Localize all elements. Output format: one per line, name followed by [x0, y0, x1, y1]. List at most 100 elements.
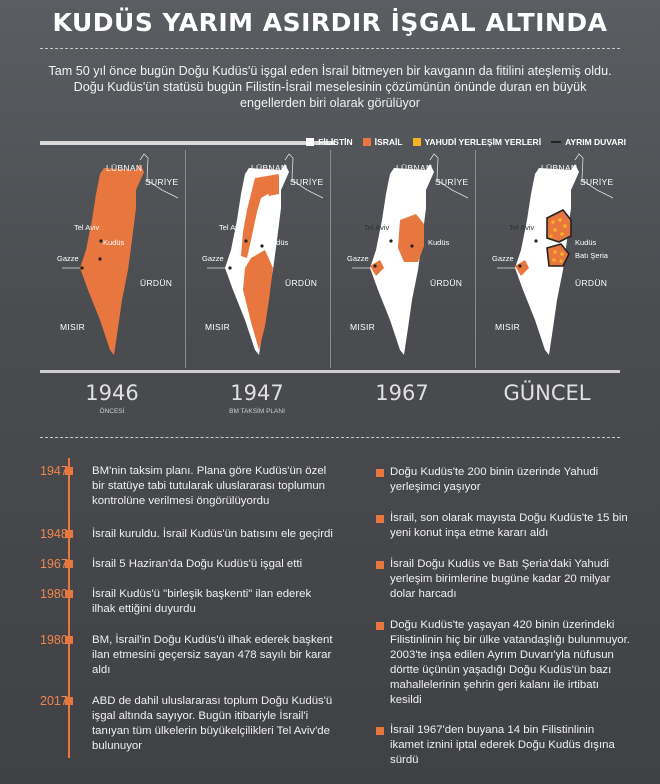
fact-text: İsrail Doğu Kudüs ve Batı Şeria'daki Yah…: [390, 558, 611, 600]
intro-text: Tam 50 yıl önce bugün Doğu Kudüs'ü işgal…: [48, 64, 612, 110]
legend-label: İSRAİL: [374, 137, 403, 147]
israil-region: [241, 174, 279, 258]
fact-text: İsrail, son olarak mayısta Doğu Kudüs'te…: [390, 512, 628, 539]
label-gazze: Gazze: [202, 254, 224, 263]
timeline-text: BM'nin taksim planı. Plana göre Kudüs'ün…: [92, 465, 327, 507]
timeline-text: İsrail Kudüs'ü "birleşik başkenti" ilan …: [92, 588, 312, 615]
yerlesim-dots: [549, 218, 567, 263]
year-label: 1946: [85, 381, 139, 405]
fact-bullet: [376, 469, 384, 477]
label-gazze: Gazze: [347, 254, 369, 263]
label-telaviv: Tel Aviv: [74, 223, 100, 232]
timeline-marker: [65, 467, 73, 475]
label-misir: MISIR: [350, 322, 376, 332]
timeline-text: İsrail kuruldu. İsrail Kudüs'ün batısını…: [92, 528, 333, 540]
legend-label: AYRIM DUVARI: [565, 137, 626, 147]
timeline-marker: [65, 636, 73, 644]
gaza-region: [370, 260, 384, 276]
label-lubnan: LÜBNAN: [541, 163, 578, 173]
fact-text: İsrail 1967'den buyana 14 bin Filistinli…: [390, 724, 615, 766]
year-subtitle: BM TAKSİM PLANI: [229, 408, 285, 415]
map-1946-graphic: [62, 153, 179, 355]
fact-bullet: [376, 561, 384, 569]
legend-swatch-filistin: [306, 138, 315, 146]
maps-baseline: [40, 370, 620, 373]
legend-swatch-yerlesim: [412, 138, 421, 146]
label-suriye: SURİYE: [580, 177, 614, 187]
label-telaviv: Tel Aviv: [509, 223, 535, 232]
map-1947-graphic: [207, 153, 324, 355]
label-kudus: Kudüs: [575, 238, 597, 247]
legend-label: YAHUDİ YERLEŞİM YERLERİ: [424, 137, 542, 147]
timeline-year: 1967: [40, 557, 68, 571]
map-1946: LÜBNAN SURİYE Tel Aviv Kudüs Gazze ÜRDÜN…: [40, 150, 184, 368]
timeline-year: 2017: [40, 694, 68, 708]
year-label: 1947: [230, 381, 284, 405]
label-gazze: Gazze: [57, 254, 79, 263]
label-urdun: ÜRDÜN: [430, 278, 463, 288]
label-suriye: SURİYE: [435, 177, 469, 187]
timeline-marker: [65, 590, 73, 598]
legend-yerlesim: YAHUDİ YERLEŞİM YERLERİ: [412, 137, 542, 147]
page-title: KUDÜS YARIM ASIRDIR İŞGAL ALTINDA: [52, 8, 608, 37]
timeline-year: 1948: [40, 527, 68, 541]
filistin-region: [515, 164, 579, 355]
label-lubnan: LÜBNAN: [106, 163, 143, 173]
timeline-marker: [65, 560, 73, 568]
label-batiseria: Batı Şeria: [575, 251, 608, 260]
map-separator: [185, 150, 186, 368]
map-1947: LÜBNAN SURİYE Tel Aviv Kudüs Gazze ÜRDÜN…: [185, 150, 329, 368]
label-kudus: Kudüs: [428, 238, 450, 247]
map-separator: [475, 150, 476, 368]
label-suriye: SURİYE: [145, 177, 179, 187]
label-urdun: ÜRDÜN: [285, 278, 318, 288]
label-urdun: ÜRDÜN: [575, 278, 608, 288]
label-gazze: Gazze: [492, 254, 514, 263]
maps-panel: LÜBNAN SURİYE Tel Aviv Kudüs Gazze ÜRDÜN…: [40, 150, 620, 368]
label-misir: MISIR: [495, 322, 521, 332]
fact-bullet: [376, 622, 384, 630]
legend-duvar: AYRIM DUVARI: [551, 137, 626, 147]
header-bar: [40, 141, 335, 145]
fact-bullet: [376, 727, 384, 735]
label-suriye: SURİYE: [290, 177, 324, 187]
legend-swatch-israil: [362, 138, 371, 146]
timeline-year: 1947: [40, 464, 68, 478]
israil-region: [80, 164, 144, 355]
year-label: GÜNCEL: [503, 381, 591, 405]
label-telaviv: Tel Aviv: [219, 223, 245, 232]
label-kudus: Kudüs: [267, 238, 289, 247]
westbank-region: [398, 214, 424, 262]
fact-text: Doğu Kudüs'te yaşayan 420 binin üzerinde…: [390, 619, 630, 706]
section-divider: [40, 437, 620, 438]
label-misir: MISIR: [205, 322, 231, 332]
title-divider: [40, 48, 620, 49]
map-legend: FİLİSTİN İSRAİL YAHUDİ YERLEŞİM YERLERİ …: [306, 137, 626, 147]
legend-swatch-duvar: [551, 141, 562, 143]
map-1967: LÜBNAN SURİYE Tel Aviv Kudüs Gazze ÜRDÜN…: [330, 150, 474, 368]
timeline-marker: [65, 530, 73, 538]
legend-label: FİLİSTİN: [318, 137, 353, 147]
timeline-year: 1980: [40, 587, 68, 601]
timeline-marker: [65, 697, 73, 705]
gaza-region: [515, 260, 529, 276]
legend-israil: İSRAİL: [362, 137, 403, 147]
fact-text: Doğu Kudüs'te 200 binin üzerinde Yahudi …: [390, 466, 599, 493]
westbank-north: [546, 208, 572, 243]
label-kudus: Kudüs: [103, 238, 125, 247]
timeline-text: BM, İsrail'in Doğu Kudüs'ü ilhak ederek …: [92, 634, 333, 676]
fact-bullet: [376, 515, 384, 523]
map-guncel: LÜBNAN SURİYE Tel Aviv Kudüs Batı Şeria …: [475, 150, 619, 368]
label-urdun: ÜRDÜN: [140, 278, 173, 288]
map-guncel-graphic: [497, 153, 614, 355]
timeline-text: ABD de dahil uluslararası toplum Doğu Ku…: [92, 695, 333, 752]
year-label: 1967: [375, 381, 429, 405]
map-separator: [330, 150, 331, 368]
label-lubnan: LÜBNAN: [396, 163, 433, 173]
label-misir: MISIR: [60, 322, 86, 332]
map-1967-graphic: [352, 153, 469, 355]
legend-filistin: FİLİSTİN: [306, 137, 353, 147]
timeline-line: [68, 458, 70, 758]
label-telaviv: Tel Aviv: [364, 223, 390, 232]
filistin-region: [370, 164, 434, 355]
